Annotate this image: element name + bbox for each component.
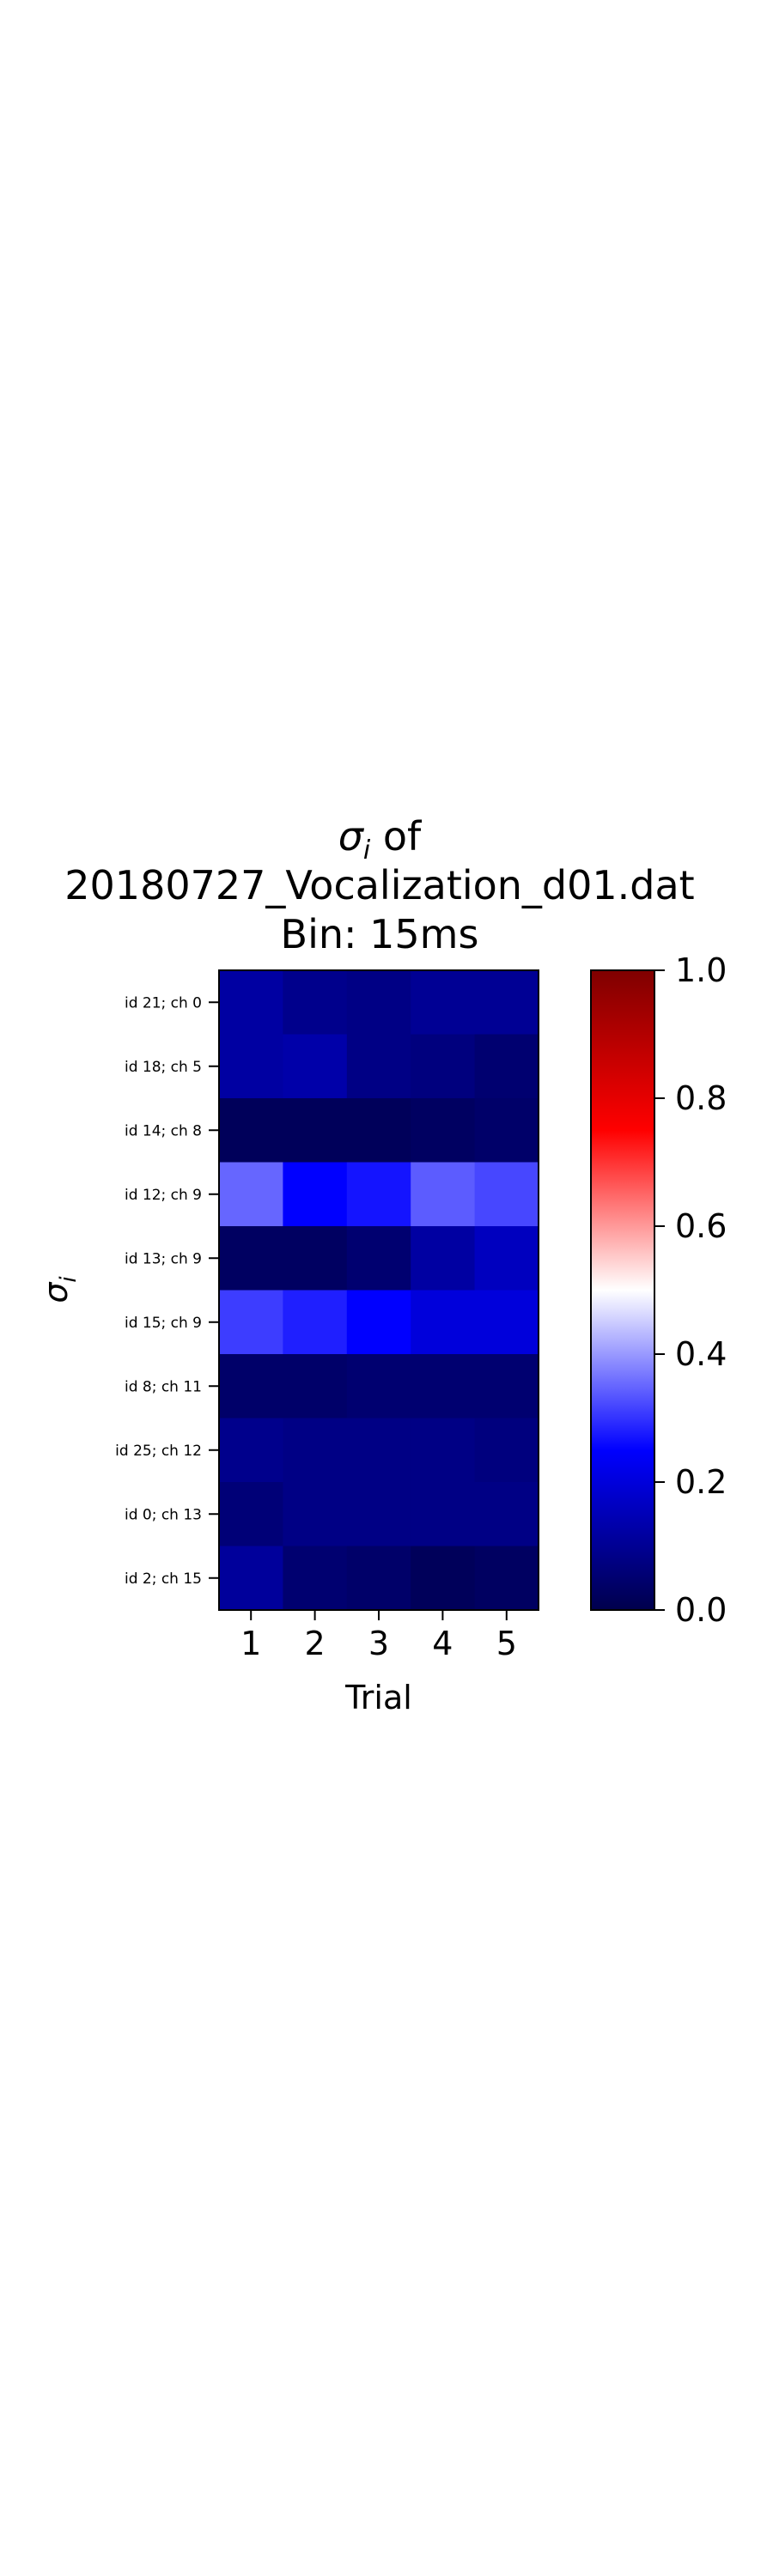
colorbar-tick-label: 0.2: [675, 1463, 727, 1501]
heatmap-cell: [474, 1546, 539, 1611]
colorbar-tick-label: 0.6: [675, 1207, 727, 1245]
colorbar-tick-label: 0.8: [675, 1079, 727, 1117]
x-tick-label: 1: [240, 1625, 261, 1662]
heatmap-cell: [474, 1162, 539, 1227]
heatmap-cell: [219, 1162, 283, 1227]
heatmap-cell: [346, 1482, 411, 1546]
heatmap-cell: [346, 1226, 411, 1291]
y-axis-label: σi: [37, 1276, 82, 1303]
heatmap-cell: [411, 1354, 476, 1419]
y-tick-label: id 18; ch 5: [125, 1059, 202, 1076]
heatmap-cell: [283, 1546, 348, 1611]
heatmap-cell: [474, 1290, 539, 1355]
heatmap-cell: [219, 1418, 283, 1483]
heatmap-cell: [411, 1034, 476, 1099]
heatmap-cell: [411, 1482, 476, 1546]
heatmap-cell: [283, 1034, 348, 1099]
heatmap-cell: [283, 1354, 348, 1419]
heatmap-cell: [474, 1482, 539, 1546]
heatmap-cell: [283, 1482, 348, 1546]
heatmap-cell: [411, 1546, 476, 1611]
heatmap-cell: [474, 1418, 539, 1483]
x-tick-label: 2: [305, 1625, 326, 1662]
chart-title-line1: σi of: [338, 813, 423, 866]
heatmap-cell: [283, 1162, 348, 1227]
colorbar: [590, 969, 655, 1611]
y-tick-label: id 14; ch 8: [125, 1122, 202, 1139]
heatmap-cell: [283, 1290, 348, 1355]
heatmap-cell: [346, 970, 411, 1035]
x-tick-label: 3: [368, 1625, 389, 1662]
colorbar-tick-label: 0.4: [675, 1335, 727, 1373]
y-tick-label: id 13; ch 9: [125, 1250, 202, 1267]
heatmap-cell: [219, 1226, 283, 1291]
heatmap-cell: [219, 970, 283, 1035]
heatmap-cell: [346, 1354, 411, 1419]
heatmap-cell: [346, 1034, 411, 1099]
heatmap-cell: [283, 1418, 348, 1483]
x-axis-label: Trial: [344, 1679, 412, 1716]
y-tick-label: id 2; ch 15: [125, 1571, 202, 1588]
heatmap-cell: [219, 1546, 283, 1611]
colorbar-tick-label: 0.0: [675, 1591, 727, 1629]
heatmap-cell: [219, 1290, 283, 1355]
heatmap-cells: [219, 970, 539, 1611]
heatmap-cell: [346, 1098, 411, 1163]
heatmap-cell: [219, 1034, 283, 1099]
colorbar-ticks: 0.0 0.2 0.4 0.6 0.8 1.0: [654, 951, 727, 1629]
x-tick-label: 4: [432, 1625, 453, 1662]
chart-title-line2: 20180727_Vocalization_d01.dat: [64, 862, 694, 908]
heatmap-cell: [283, 1098, 348, 1163]
heatmap-cell: [411, 1162, 476, 1227]
chart-title-line3: Bin: 15ms: [281, 911, 479, 957]
x-tick-label: 5: [496, 1625, 517, 1662]
heatmap-cell: [219, 1354, 283, 1419]
heatmap-cell: [411, 1226, 476, 1291]
y-tick-label: id 12; ch 9: [125, 1187, 202, 1204]
heatmap-cell: [346, 1162, 411, 1227]
y-tick-label: id 25; ch 12: [115, 1443, 202, 1460]
heatmap-cell: [411, 970, 476, 1035]
heatmap-cell: [346, 1418, 411, 1483]
x-axis-ticks: 1 2 3 4 5: [240, 1610, 517, 1662]
y-tick-label: id 21; ch 0: [125, 994, 202, 1012]
heatmap-cell: [283, 1226, 348, 1291]
heatmap-cell: [411, 1290, 476, 1355]
colorbar-tick-label: 1.0: [675, 951, 727, 989]
y-tick-label: id 8; ch 11: [125, 1378, 202, 1395]
heatmap-cell: [219, 1098, 283, 1163]
heatmap-cell: [219, 1482, 283, 1546]
heatmap-cell: [474, 1226, 539, 1291]
heatmap-cell: [346, 1290, 411, 1355]
heatmap-cell: [411, 1098, 476, 1163]
heatmap-cell: [283, 970, 348, 1035]
heatmap-cell: [474, 1034, 539, 1099]
heatmap-cell: [474, 970, 539, 1035]
y-tick-label: id 0; ch 13: [125, 1506, 202, 1523]
heatmap-cell: [346, 1546, 411, 1611]
heatmap-cell: [411, 1418, 476, 1483]
y-axis-ticks: id 21; ch 0 id 18; ch 5 id 14; ch 8 id 12; …: [115, 994, 219, 1588]
heatmap-cell: [474, 1098, 539, 1163]
heatmap-cell: [474, 1354, 539, 1419]
y-tick-label: id 15; ch 9: [125, 1315, 202, 1332]
